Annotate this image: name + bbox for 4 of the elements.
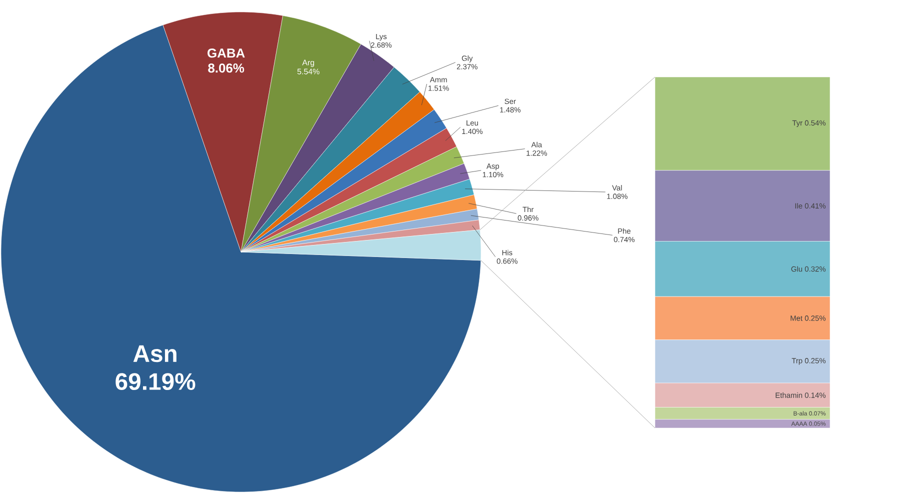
- data-label: 8.06%: [208, 63, 244, 73]
- slice-label: Asn: [133, 345, 176, 362]
- data-label: 69.19%: [116, 373, 196, 390]
- slice-label: GABA: [208, 48, 245, 58]
